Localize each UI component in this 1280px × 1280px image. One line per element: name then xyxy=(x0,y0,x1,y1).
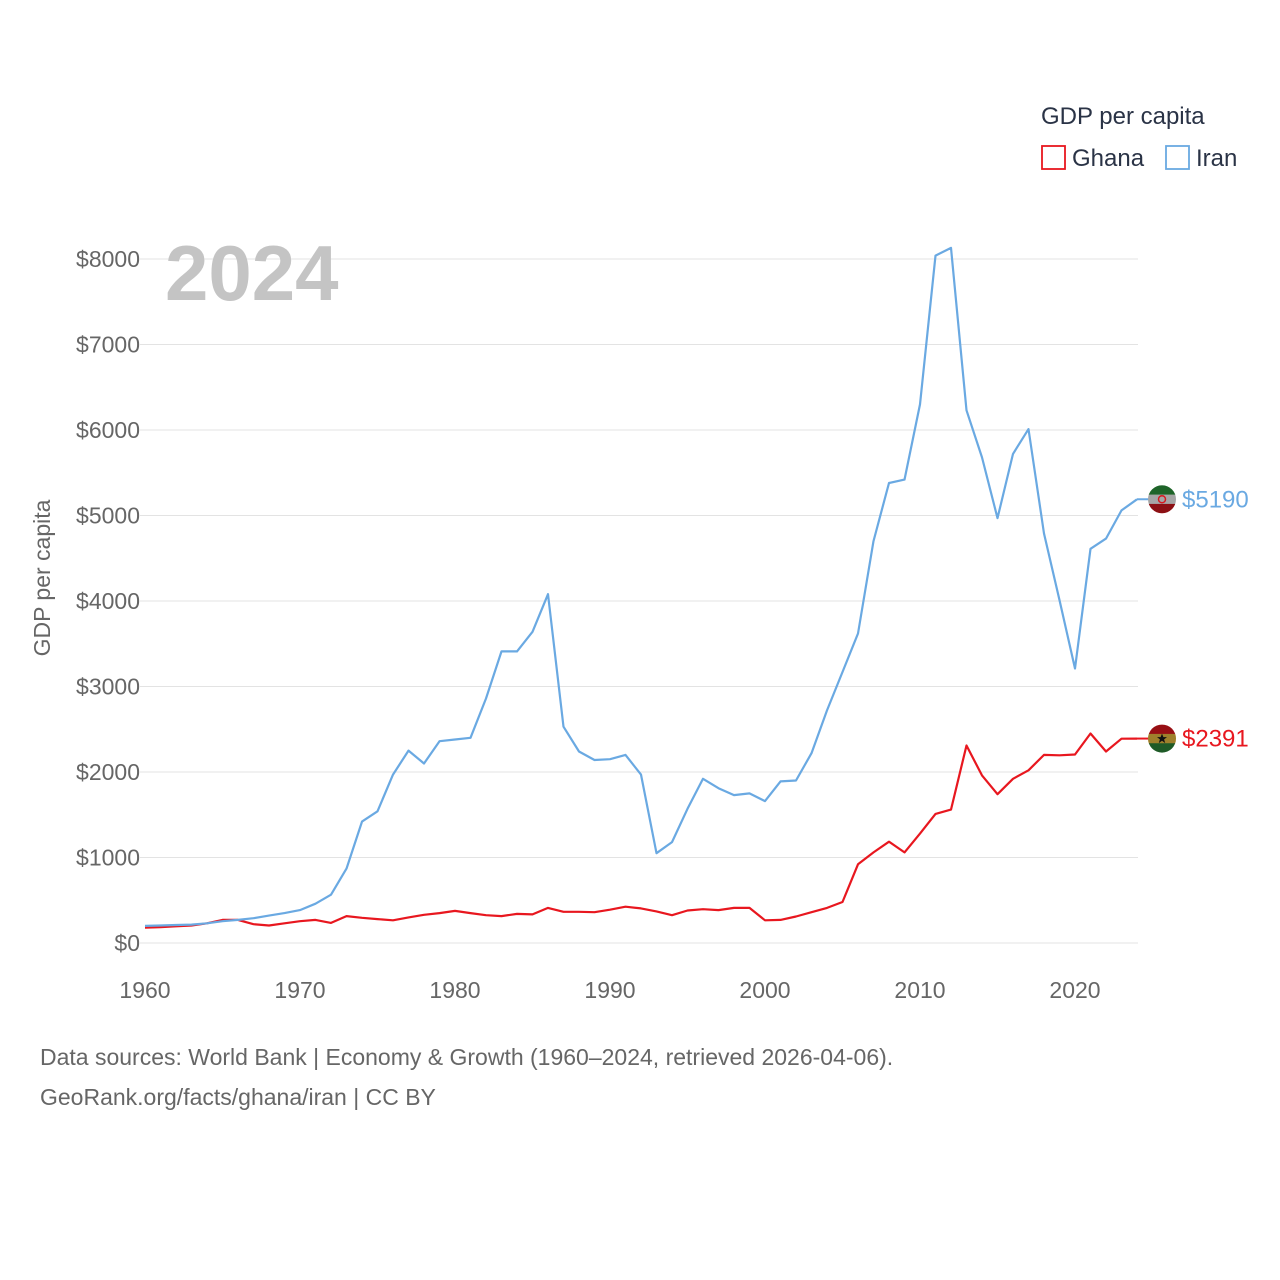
x-tick-label: 1990 xyxy=(584,977,635,1003)
ghana-flag-icon xyxy=(1148,724,1176,753)
end-markers: $2391 $5190 xyxy=(1137,485,1249,753)
legend: GDP per capita Ghana Iran xyxy=(1041,103,1237,172)
y-axis-ticks: $0 $1000 $2000 $3000 $4000 $5000 $6000 $7000 $80… xyxy=(76,246,140,956)
y-tick-label: $5000 xyxy=(76,503,140,529)
y-tick-label: $7000 xyxy=(76,332,140,358)
y-tick-label: $3000 xyxy=(76,674,140,700)
footer-attribution: GeoRank.org/facts/ghana/iran | CC BY xyxy=(40,1084,436,1110)
x-tick-label: 2020 xyxy=(1049,977,1100,1003)
gridlines xyxy=(140,258,1138,944)
end-value-label-iran: $5190 xyxy=(1182,486,1249,513)
y-axis-label: GDP per capita xyxy=(29,499,55,656)
y-tick-label: $0 xyxy=(114,930,140,956)
y-tick-label: $8000 xyxy=(76,246,140,272)
x-tick-label: 1980 xyxy=(429,977,480,1003)
legend-title: GDP per capita xyxy=(1041,103,1205,130)
legend-label-ghana: Ghana xyxy=(1072,145,1145,172)
x-tick-label: 1960 xyxy=(119,977,170,1003)
current-year-label: 2024 xyxy=(165,229,339,317)
x-tick-label: 2010 xyxy=(894,977,945,1003)
y-tick-label: $1000 xyxy=(76,845,140,871)
series-line-ghana xyxy=(144,732,1138,929)
legend-swatch-iran xyxy=(1165,145,1190,170)
end-value-label-ghana: $2391 xyxy=(1182,726,1249,753)
y-tick-label: $2000 xyxy=(76,759,140,785)
legend-label-iran: Iran xyxy=(1196,145,1237,172)
x-tick-label: 2000 xyxy=(739,977,790,1003)
footer-sources: Data sources: World Bank | Economy & Gro… xyxy=(40,1044,894,1070)
legend-item-ghana[interactable]: Ghana xyxy=(1041,145,1145,172)
series-lines xyxy=(144,246,1138,929)
legend-item-iran[interactable]: Iran xyxy=(1165,145,1237,172)
y-tick-label: $4000 xyxy=(76,588,140,614)
iran-flag-icon xyxy=(1148,485,1176,514)
legend-swatch-ghana xyxy=(1041,145,1066,170)
series-line-iran xyxy=(144,246,1138,927)
y-tick-label: $6000 xyxy=(76,417,140,443)
x-tick-label: 1970 xyxy=(274,977,325,1003)
x-axis-ticks: 1960 1970 1980 1990 2000 2010 2020 xyxy=(119,977,1100,1003)
